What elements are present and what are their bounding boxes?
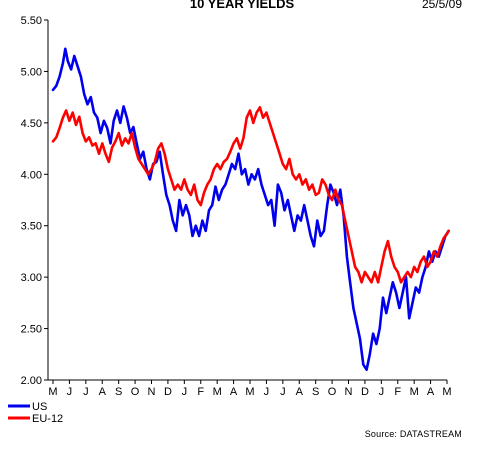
x-tick-label: F	[394, 386, 401, 398]
series-line-eu12	[51, 106, 450, 284]
legend-label-eu12: EU-12	[32, 413, 63, 425]
x-tick-label: J	[280, 386, 286, 398]
series-line-us	[51, 47, 450, 372]
x-tick-label: J	[379, 386, 385, 398]
x-tick-label: A	[230, 386, 238, 398]
x-tick-label: S	[312, 386, 319, 398]
source-note: Source: DATASTREAM	[365, 429, 462, 439]
y-tick-label: 2.00	[21, 375, 42, 387]
x-tick-label: A	[99, 386, 107, 398]
x-tick-label: J	[83, 386, 89, 398]
legend-label-us: US	[32, 401, 47, 413]
x-tick-label: N	[345, 386, 353, 398]
x-tick-label: J	[67, 386, 73, 398]
x-tick-label: D	[361, 386, 369, 398]
x-tick-label: D	[164, 386, 172, 398]
legend: US EU-12	[8, 401, 63, 425]
y-tick-label: 3.00	[21, 272, 42, 284]
y-tick-label: 4.00	[21, 169, 42, 181]
y-tick-label: 5.00	[21, 66, 42, 78]
chart-date: 25/5/09	[422, 0, 462, 11]
y-axis: 5.50 5.00 4.50 4.00 3.50 3.00 2.50 2.00	[21, 15, 49, 387]
x-tick-label: A	[296, 386, 304, 398]
x-tick-label: J	[182, 386, 188, 398]
y-tick-label: 5.50	[21, 15, 42, 27]
x-tick-label: M	[245, 386, 254, 398]
series-lines	[51, 47, 450, 372]
x-tick-label: M	[442, 386, 451, 398]
x-tick-label: J	[264, 386, 270, 398]
x-tick-label: M	[410, 386, 419, 398]
y-tick-label: 2.50	[21, 324, 42, 336]
y-tick-label: 3.50	[21, 221, 42, 233]
x-tick-label: M	[48, 386, 57, 398]
x-tick-label: N	[148, 386, 156, 398]
x-tick-label: F	[197, 386, 204, 398]
x-tick-label: A	[427, 386, 435, 398]
x-tick-label: S	[115, 386, 122, 398]
x-tick-label: O	[131, 386, 140, 398]
y-tick-label: 4.50	[21, 118, 42, 130]
x-tick-label: M	[213, 386, 222, 398]
chart-title: 10 YEAR YIELDS	[190, 0, 295, 11]
x-tick-label: O	[328, 386, 337, 398]
